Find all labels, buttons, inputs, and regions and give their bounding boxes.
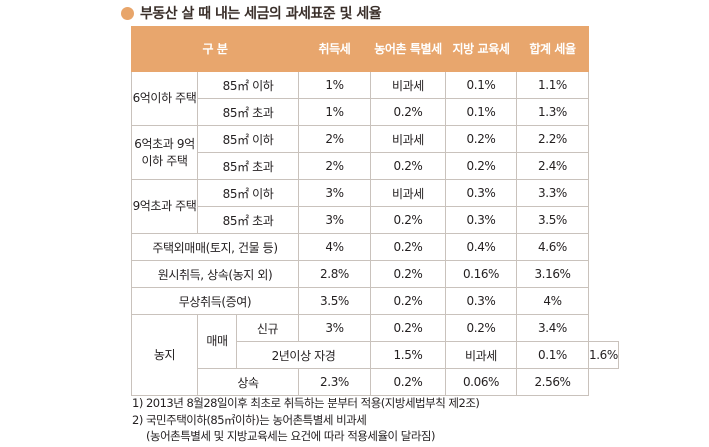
total-rate-cell: 1.3% [516, 98, 589, 126]
rural-tax-cell: 0.2% [370, 368, 446, 396]
acquisition-tax-cell: 3% [298, 314, 371, 342]
table-row: 주택외매매(토지, 건물 등) 4% 0.2% 0.4% 4.6% [131, 233, 619, 261]
acquisition-tax-cell: 1.5% [370, 341, 446, 369]
table-row: 85㎡ 초과 1% 0.2% 0.1% 1.3% [132, 98, 619, 126]
total-rate-cell: 2.4% [516, 152, 589, 180]
rural-tax-cell: 비과세 [370, 179, 446, 207]
total-rate-cell: 4% [516, 287, 589, 315]
acquisition-tax-cell: 3.5% [298, 287, 371, 315]
group-under-600m: 6억이하 주택 [131, 71, 198, 126]
education-tax-cell: 0.2% [445, 125, 517, 153]
education-tax-cell: 0.3% [445, 179, 517, 207]
category-cell: 주택외매매(토지, 건물 등) [131, 233, 299, 261]
trade-cell: 매매 [197, 314, 237, 369]
rural-tax-cell: 0.2% [370, 233, 446, 261]
acquisition-tax-cell: 2% [298, 125, 371, 153]
table-row: 9억초과 주택 85㎡ 이하 3% 비과세 0.3% 3.3% [131, 179, 619, 234]
education-tax-cell: 0.1% [516, 341, 589, 369]
total-rate-cell: 2.2% [516, 125, 589, 153]
table-row: 상속 2.3% 0.2% 0.06% 2.56% [132, 368, 619, 396]
education-tax-cell: 0.1% [445, 98, 517, 126]
header-rural-special-tax: 농어촌 특별세 [370, 26, 446, 72]
header-acquisition-tax: 취득세 [298, 26, 371, 72]
acquisition-tax-cell: 4% [298, 233, 371, 261]
acquisition-tax-cell: 2.8% [298, 260, 371, 288]
footnote-1: 1) 2013년 8월28일이후 최초로 취득하는 분부터 적용(지방세법부칙 … [132, 396, 480, 410]
rural-tax-cell: 0.2% [370, 287, 446, 315]
education-tax-cell: 0.06% [445, 368, 517, 396]
area-cell: 85㎡ 초과 [197, 98, 299, 126]
group-farmland: 농지 [131, 314, 198, 396]
rural-tax-cell: 비과세 [370, 71, 446, 99]
tax-rate-table: 구 분 취득세 농어촌 특별세 지방 교육세 합계 세율 6억이하 주택 85㎡… [131, 26, 619, 396]
education-tax-cell: 0.3% [445, 287, 517, 315]
total-rate-cell: 2.56% [516, 368, 589, 396]
category-cell: 원시취득, 상속(농지 외) [131, 260, 299, 288]
total-rate-cell: 3.4% [516, 314, 589, 342]
area-cell: 85㎡ 초과 [197, 152, 299, 180]
area-cell: 85㎡ 이하 [197, 179, 299, 207]
group-over-900m: 9억초과 주택 [131, 179, 198, 234]
education-tax-cell: 0.1% [445, 71, 517, 99]
header-total-rate: 합계 세율 [516, 26, 589, 72]
table-row: 85㎡ 초과 3% 0.2% 0.3% 3.5% [132, 206, 619, 234]
subtype-cell: 2년이상 자경 [236, 341, 371, 369]
rural-tax-cell: 0.2% [370, 206, 446, 234]
total-rate-cell: 1.6% [588, 341, 619, 369]
subtype-cell: 상속 [197, 368, 299, 396]
total-rate-cell: 3.16% [516, 260, 589, 288]
acquisition-tax-cell: 3% [298, 179, 371, 207]
acquisition-tax-cell: 2.3% [298, 368, 371, 396]
table-row: 85㎡ 초과 2% 0.2% 0.2% 2.4% [132, 152, 619, 180]
bullet-icon [121, 6, 134, 20]
table-row: 6억초과 9억이하 주택 85㎡ 이하 2% 비과세 0.2% 2.2% [131, 125, 619, 180]
total-rate-cell: 3.3% [516, 179, 589, 207]
table-row: 무상취득(증여) 3.5% 0.2% 0.3% 4% [131, 287, 619, 315]
acquisition-tax-cell: 1% [298, 98, 371, 126]
footnote-2: 2) 국민주택이하(85㎡이하)는 농어촌특별세 비과세 [132, 412, 367, 427]
title-text: 부동산 살 때 내는 세금의 과세표준 및 세율 [140, 6, 382, 22]
acquisition-tax-cell: 3% [298, 206, 371, 234]
rural-tax-cell: 비과세 [445, 341, 517, 369]
acquisition-tax-cell: 2% [298, 152, 371, 180]
header-local-education-tax: 지방 교육세 [445, 26, 517, 72]
education-tax-cell: 0.2% [445, 314, 517, 342]
area-cell: 85㎡ 초과 [197, 206, 299, 234]
rural-tax-cell: 0.2% [370, 152, 446, 180]
table-row: 원시취득, 상속(농지 외) 2.8% 0.2% 0.16% 3.16% [131, 260, 619, 288]
area-cell: 85㎡ 이하 [197, 125, 299, 153]
category-cell: 무상취득(증여) [131, 287, 299, 315]
page-title: 부동산 살 때 내는 세금의 과세표준 및 세율 [121, 3, 382, 23]
total-rate-cell: 3.5% [516, 206, 589, 234]
table-row: 6억이하 주택 85㎡ 이하 1% 비과세 0.1% 1.1% [131, 71, 619, 126]
footnote-2-detail: (농어촌특별세 및 지방교육세는 요건에 따라 적용세율이 달라짐) [146, 429, 435, 443]
group-600m-to-900m: 6억초과 9억이하 주택 [131, 125, 198, 180]
total-rate-cell: 1.1% [516, 71, 589, 99]
education-tax-cell: 0.3% [445, 206, 517, 234]
education-tax-cell: 0.2% [445, 152, 517, 180]
rural-tax-cell: 비과세 [370, 125, 446, 153]
area-cell: 85㎡ 이하 [197, 71, 299, 99]
total-rate-cell: 4.6% [516, 233, 589, 261]
acquisition-tax-cell: 1% [298, 71, 371, 99]
header-row: 구 분 취득세 농어촌 특별세 지방 교육세 합계 세율 [131, 26, 619, 72]
table-row: 2년이상 자경 1.5% 비과세 0.1% 1.6% [132, 341, 619, 369]
rural-tax-cell: 0.2% [370, 314, 446, 342]
header-category: 구 분 [131, 26, 299, 72]
education-tax-cell: 0.16% [445, 260, 517, 288]
education-tax-cell: 0.4% [445, 233, 517, 261]
subtype-cell: 신규 [236, 314, 299, 342]
table-row: 농지 매매 신규 3% 0.2% 0.2% 3.4% [131, 314, 619, 396]
footnotes: 1) 2013년 8월28일이후 최초로 취득하는 분부터 적용(지방세법부칙 … [132, 395, 480, 445]
rural-tax-cell: 0.2% [370, 260, 446, 288]
rural-tax-cell: 0.2% [370, 98, 446, 126]
